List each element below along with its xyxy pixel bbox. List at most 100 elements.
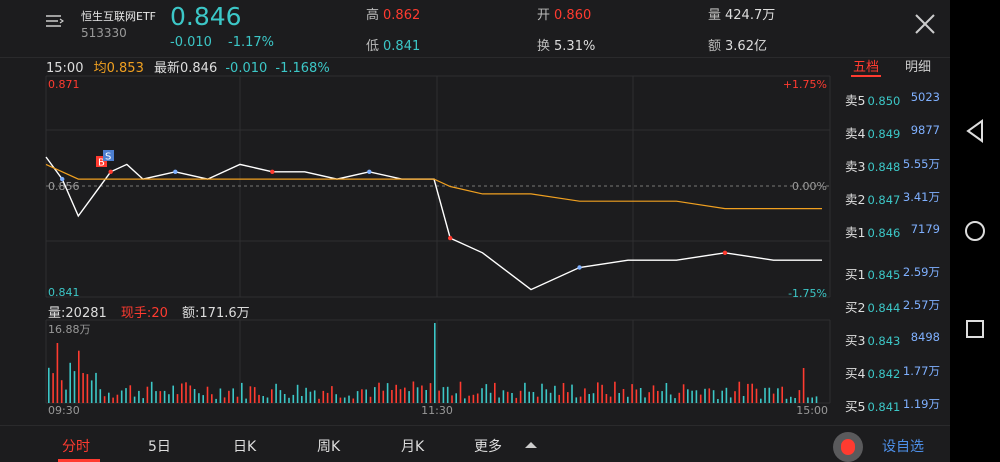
volume-bar xyxy=(352,398,355,403)
order-book-row: 买2 0.844 2.57万 xyxy=(845,297,950,316)
volume-bar xyxy=(142,398,144,403)
order-price: 0.841 xyxy=(867,400,901,414)
volume-bar xyxy=(95,372,97,403)
order-level-label: 买5 xyxy=(845,399,866,414)
volume-bar xyxy=(266,397,269,403)
tab-5day[interactable]: 5日 xyxy=(148,439,171,455)
avg-price-line xyxy=(45,163,822,210)
volume-bar xyxy=(451,395,453,403)
volume-bar xyxy=(228,390,230,403)
volume-bar xyxy=(73,371,76,403)
volume-bar xyxy=(125,388,127,403)
volume-bar xyxy=(172,385,174,403)
volume-bar xyxy=(687,389,689,403)
tab-daily-k[interactable]: 日K xyxy=(233,439,257,455)
volume-bar xyxy=(549,392,552,403)
x-label-midday: 11:30 xyxy=(421,404,453,417)
volume-bar xyxy=(524,382,526,403)
sell-marker: S xyxy=(103,150,114,163)
tab-intraday[interactable]: 分时 xyxy=(62,439,90,455)
tab-more[interactable]: 更多 xyxy=(474,439,502,455)
order-volume: 9877 xyxy=(910,123,940,137)
volume-bar xyxy=(155,391,157,403)
volume-bar xyxy=(262,396,264,403)
volume-bar xyxy=(159,391,162,403)
volume-bar xyxy=(631,384,633,403)
volume-bar xyxy=(103,396,106,403)
volume-bar xyxy=(442,387,445,403)
close-icon[interactable] xyxy=(913,12,937,36)
volume-bar xyxy=(489,392,492,403)
volume-bar xyxy=(82,373,84,403)
volume-bar xyxy=(185,382,187,403)
volume-bar xyxy=(412,381,415,403)
order-price: 0.847 xyxy=(867,193,901,207)
volume-bar xyxy=(760,398,762,403)
volume-bar xyxy=(374,387,376,403)
volume-bar xyxy=(219,388,222,403)
volume-bar xyxy=(708,388,711,403)
volume-bar xyxy=(536,396,539,403)
volume-bar xyxy=(742,396,745,403)
volume-bar xyxy=(584,388,586,403)
volume-bar xyxy=(52,373,54,403)
chart-info-line: 15:00 均0.853 最新0.846 -0.010 -1.168% xyxy=(46,61,330,76)
volume-bar xyxy=(614,381,616,403)
volume-bar xyxy=(288,397,290,403)
record-button[interactable] xyxy=(833,432,863,462)
volume-bar xyxy=(120,390,123,403)
volume-bar xyxy=(807,397,809,403)
tab-weekly-k[interactable]: 周K xyxy=(317,439,341,455)
tab-underline xyxy=(851,75,881,77)
volume-bar xyxy=(468,395,470,403)
volume-bar xyxy=(56,343,59,403)
volume-bar xyxy=(416,387,419,403)
volume-bar xyxy=(592,393,595,403)
price-change-pct: -1.17% xyxy=(228,35,274,50)
order-book-row: 卖3 0.848 5.55万 xyxy=(845,156,950,175)
volume-bar xyxy=(168,394,170,403)
volume-bar xyxy=(485,384,488,403)
volume-bar xyxy=(189,385,192,403)
volume-bar xyxy=(717,399,719,403)
volume-bar xyxy=(69,362,71,403)
caret-up-icon[interactable] xyxy=(525,441,537,449)
volume-bar xyxy=(562,383,565,403)
pct-bottom-label: -1.75% xyxy=(788,287,827,300)
menu-icon[interactable] xyxy=(46,14,64,28)
volume-bar xyxy=(498,397,500,403)
volume-bar xyxy=(815,396,818,403)
price-point xyxy=(108,169,113,174)
volume-bar xyxy=(232,388,234,403)
volume-bar xyxy=(747,383,749,403)
volume-bar xyxy=(404,387,406,403)
volume-bar xyxy=(48,367,50,403)
volume-bar xyxy=(588,394,590,403)
volume-bar xyxy=(639,388,642,403)
tab-monthly-k[interactable]: 月K xyxy=(401,439,425,455)
volume-bar xyxy=(506,391,509,403)
volume-bar xyxy=(635,389,638,403)
order-level-label: 卖3 xyxy=(845,159,866,174)
back-icon[interactable] xyxy=(962,118,988,144)
tab-five-levels[interactable]: 五档 xyxy=(853,60,880,75)
order-price: 0.845 xyxy=(867,268,901,282)
pct-mid-label: 0.00% xyxy=(792,180,827,193)
volume-bar xyxy=(627,396,629,403)
intraday-chart[interactable]: 0.871 0.856 0.841 +1.75% 0.00% -1.75% BS… xyxy=(0,0,950,425)
volume-bar xyxy=(181,383,183,403)
recents-icon[interactable] xyxy=(962,316,988,342)
volume-bar xyxy=(198,393,200,403)
volume-bar xyxy=(399,389,402,403)
volume-bar xyxy=(665,383,668,403)
tab-details[interactable]: 明细 xyxy=(905,60,932,75)
volume-bar xyxy=(528,391,530,403)
order-level-label: 买3 xyxy=(845,333,866,348)
order-volume: 3.41万 xyxy=(902,190,940,204)
home-icon[interactable] xyxy=(962,218,988,244)
volume-bar xyxy=(704,388,706,403)
add-watchlist-button[interactable]: 设自选 xyxy=(882,439,924,455)
volume-bar xyxy=(567,392,569,403)
volume-bar xyxy=(378,382,380,403)
volume-bar xyxy=(116,394,119,403)
